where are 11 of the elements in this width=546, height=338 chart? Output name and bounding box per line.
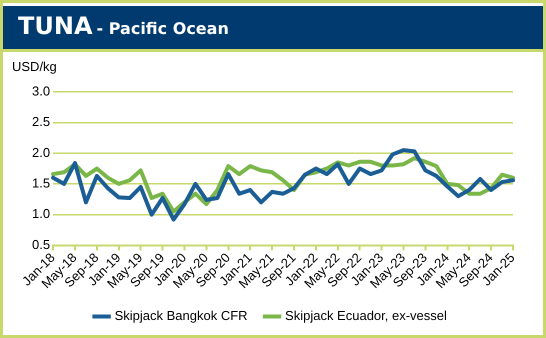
chart-title: TUNA: [18, 12, 93, 40]
y-tick-label: 3.0: [32, 83, 50, 98]
y-tick-label: 1.0: [32, 206, 50, 222]
y-tick-label: 0.5: [32, 236, 50, 252]
y-tick-label: 1.5: [32, 175, 50, 190]
legend-label: Skipjack Ecuador, ex-vessel: [285, 308, 448, 324]
y-tick-label: 2.5: [32, 114, 50, 130]
y-tick-label: 2.0: [32, 144, 50, 160]
legend-label: Skipjack Bangkok CFR: [114, 308, 248, 324]
y-axis-title: USD/kg: [12, 59, 57, 74]
chart-subtitle: - Pacific Ocean: [96, 19, 229, 38]
